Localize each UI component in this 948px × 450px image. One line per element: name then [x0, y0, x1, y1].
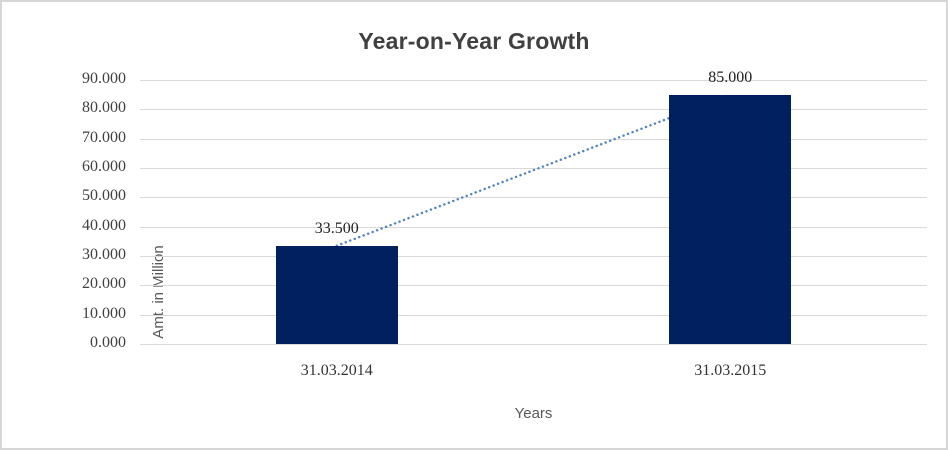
gridline: [140, 226, 927, 228]
gridline: [140, 168, 927, 169]
y-axis-title: Amt. in Million: [150, 245, 167, 339]
y-tick-label: 0.000: [90, 334, 126, 351]
x-category-label: 31.03.2015: [694, 362, 767, 379]
bar-data-label: 85.000: [708, 68, 753, 86]
y-tick-label: 30.000: [82, 246, 126, 263]
y-tick-label: 40.000: [82, 216, 126, 234]
gridline: [140, 80, 927, 81]
y-tick-label: 10.000: [82, 304, 126, 322]
y-tick-label: 60.000: [82, 158, 126, 175]
gridline: [140, 256, 927, 257]
bar-31.03.2015: [669, 94, 792, 344]
gridline: [140, 109, 927, 111]
bar-31.03.2014: [275, 245, 398, 344]
gridline: [140, 314, 927, 316]
gridline: [140, 344, 927, 345]
gridline: [140, 138, 927, 140]
y-tick-label: 70.000: [82, 128, 126, 146]
bar-data-label: 33.500: [314, 219, 359, 237]
plot-area: Amt. in Million: [140, 80, 927, 345]
y-tick-label: 50.000: [82, 187, 126, 205]
gridline: [140, 197, 927, 199]
x-category-label: 31.03.2014: [300, 362, 373, 379]
y-tick-label: 80.000: [82, 99, 126, 117]
gridline: [140, 285, 927, 287]
chart-title: Year-on-Year Growth: [358, 28, 590, 54]
y-tick-label: 90.000: [82, 70, 126, 87]
x-axis-title: Years: [514, 405, 553, 422]
y-tick-label: 20.000: [82, 275, 126, 293]
